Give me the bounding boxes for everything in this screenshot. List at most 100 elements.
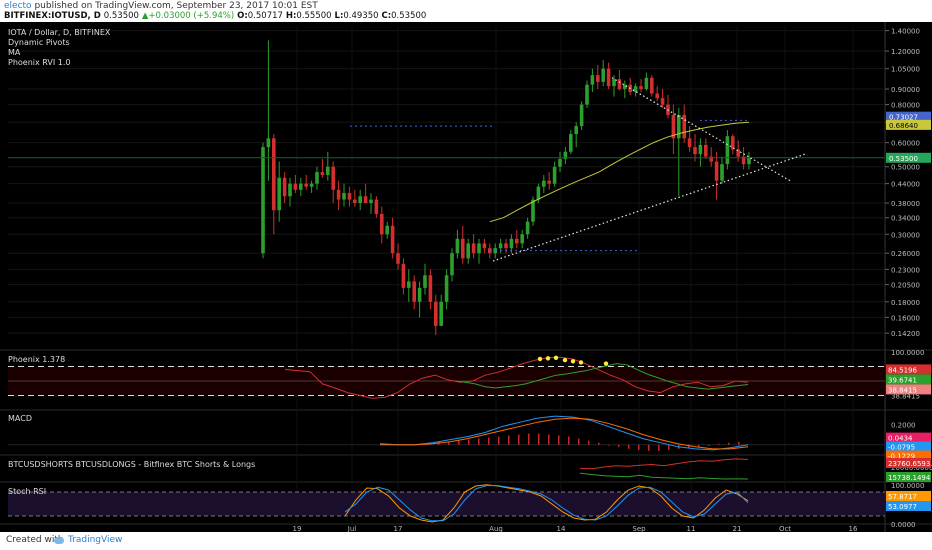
publish-line: electo published on TradingView.com, Sep… xyxy=(4,1,318,11)
x-tick-label: 11 xyxy=(687,525,696,532)
candle-body xyxy=(369,199,373,204)
y-tick-label: 100.0000 xyxy=(891,482,924,490)
macd-histogram-bar xyxy=(568,436,570,445)
candle-body xyxy=(434,301,438,326)
y-tick-label: 0.60000 xyxy=(891,140,920,148)
shorts-legend[interactable]: BTCUSDSHORTS BTCUSDLONGS - Bitfinex BTC … xyxy=(8,460,256,469)
candle-body xyxy=(601,68,605,82)
phoenix-signal-dot xyxy=(553,355,559,360)
candle-body xyxy=(417,287,422,302)
candle-body xyxy=(390,225,395,254)
candle-body xyxy=(363,196,368,204)
candle-body xyxy=(439,301,443,326)
trendline-support xyxy=(492,153,806,262)
macd-line xyxy=(379,415,749,451)
macd-histogram-bar xyxy=(468,439,470,445)
candle-body xyxy=(288,183,292,197)
y-tick-label: 0.0000 xyxy=(891,521,916,529)
ohlc-low-label: L: xyxy=(334,11,344,21)
price-label: 0.53500 xyxy=(889,155,918,163)
legend-symbol[interactable]: IOTA / Dollar, D, BITFINEX xyxy=(8,28,111,37)
price-label: 0.68640 xyxy=(889,122,918,130)
legend-ma[interactable]: MA xyxy=(8,48,21,57)
longs-line xyxy=(579,472,749,480)
candle-body xyxy=(520,234,524,244)
stoch-k-line xyxy=(344,484,749,523)
value-label: 39.6741 xyxy=(888,376,917,384)
candle-body xyxy=(525,221,530,235)
candle-body xyxy=(714,161,719,181)
y-tick-label: 38.8415 xyxy=(891,393,920,401)
candle-body xyxy=(299,183,303,190)
x-tick-label: Oct xyxy=(779,525,791,532)
candle-body xyxy=(704,144,708,157)
candle-body xyxy=(444,275,449,302)
legend-pivots[interactable]: Dynamic Pivots xyxy=(8,38,70,47)
symbol-name: BITFINEX:IOTUSD, D xyxy=(4,11,101,21)
phoenix-signal-dot xyxy=(537,356,543,362)
price-label: 0.73027 xyxy=(889,114,918,122)
stoch-d-line xyxy=(344,485,749,522)
macd-histogram-bar xyxy=(558,435,560,445)
macd-histogram-bar xyxy=(698,444,700,447)
candle-body xyxy=(509,238,514,249)
candle-body xyxy=(720,164,724,181)
tradingview-link[interactable]: TradingView xyxy=(68,535,123,545)
x-tick-label: Jul xyxy=(347,525,357,532)
candle-body xyxy=(320,172,325,175)
candle-body xyxy=(698,144,703,155)
last-price: 0.53500 xyxy=(103,11,139,21)
candle-body xyxy=(380,213,384,235)
macd-histogram-bar xyxy=(528,433,530,445)
macd-histogram-bar xyxy=(618,444,620,447)
macd-legend[interactable]: MACD xyxy=(8,414,32,423)
stoch-band xyxy=(8,492,885,516)
ma-line xyxy=(489,121,750,223)
shorts-line xyxy=(579,458,749,470)
phoenix-signal-dot xyxy=(545,356,551,361)
macd-histogram-bar xyxy=(738,441,740,445)
symbol-line: BITFINEX:IOTUSD, D 0.53500 ▲+0.03000 (+5… xyxy=(4,11,426,21)
candle-body xyxy=(552,166,557,184)
author-link[interactable]: electo xyxy=(4,1,32,11)
value-label-box xyxy=(886,441,931,452)
up-arrow-icon: ▲ xyxy=(141,11,149,21)
value-label-box xyxy=(886,450,931,461)
candle-body xyxy=(471,243,476,254)
value-label: 0.0434 xyxy=(888,435,913,443)
footer-bar: Created with TradingView xyxy=(0,532,932,550)
y-tick-label: 0.80000 xyxy=(891,102,920,110)
y-tick-label: 0.16000 xyxy=(891,314,920,322)
y-tick-label: 1.05000 xyxy=(891,66,920,74)
candle-body xyxy=(477,243,481,254)
macd-histogram-bar xyxy=(538,433,540,445)
candle-body xyxy=(660,98,665,105)
macd-histogram-bar xyxy=(508,435,510,445)
candle-body xyxy=(466,243,470,259)
candle-body xyxy=(687,138,692,148)
candle-body xyxy=(315,172,319,184)
candle-body xyxy=(412,281,416,302)
candle-body xyxy=(536,186,541,200)
value-label-box xyxy=(886,374,931,385)
macd-histogram-bar xyxy=(578,438,580,445)
phoenix-legend[interactable]: Phoenix 1.378 xyxy=(8,355,66,364)
chart-canvas[interactable]: 1.400001.200001.050000.900000.800000.700… xyxy=(0,22,932,532)
phoenix-signal-dot xyxy=(578,360,584,365)
candle-body xyxy=(347,192,352,200)
value-label: -0.1229 xyxy=(888,453,915,461)
y-tick-label: 0.23000 xyxy=(891,266,920,274)
candle-body xyxy=(590,75,595,85)
value-label: 15738.1494 xyxy=(888,474,931,482)
phoenix-signal-dot xyxy=(570,359,576,364)
stoch-legend[interactable]: Stoch RSI xyxy=(8,487,47,496)
value-label-box xyxy=(886,491,931,501)
macd-histogram-bar xyxy=(548,434,550,445)
y-tick-label: 0.2000 xyxy=(891,421,916,429)
y-tick-label: 1.20000 xyxy=(891,48,920,56)
candle-body xyxy=(401,263,406,288)
x-tick-label: 16 xyxy=(849,525,858,532)
legend-rvi[interactable]: Phoenix RVI 1.0 xyxy=(8,58,71,67)
y-tick-label: 0.44000 xyxy=(891,181,920,189)
candle-body xyxy=(272,138,276,211)
